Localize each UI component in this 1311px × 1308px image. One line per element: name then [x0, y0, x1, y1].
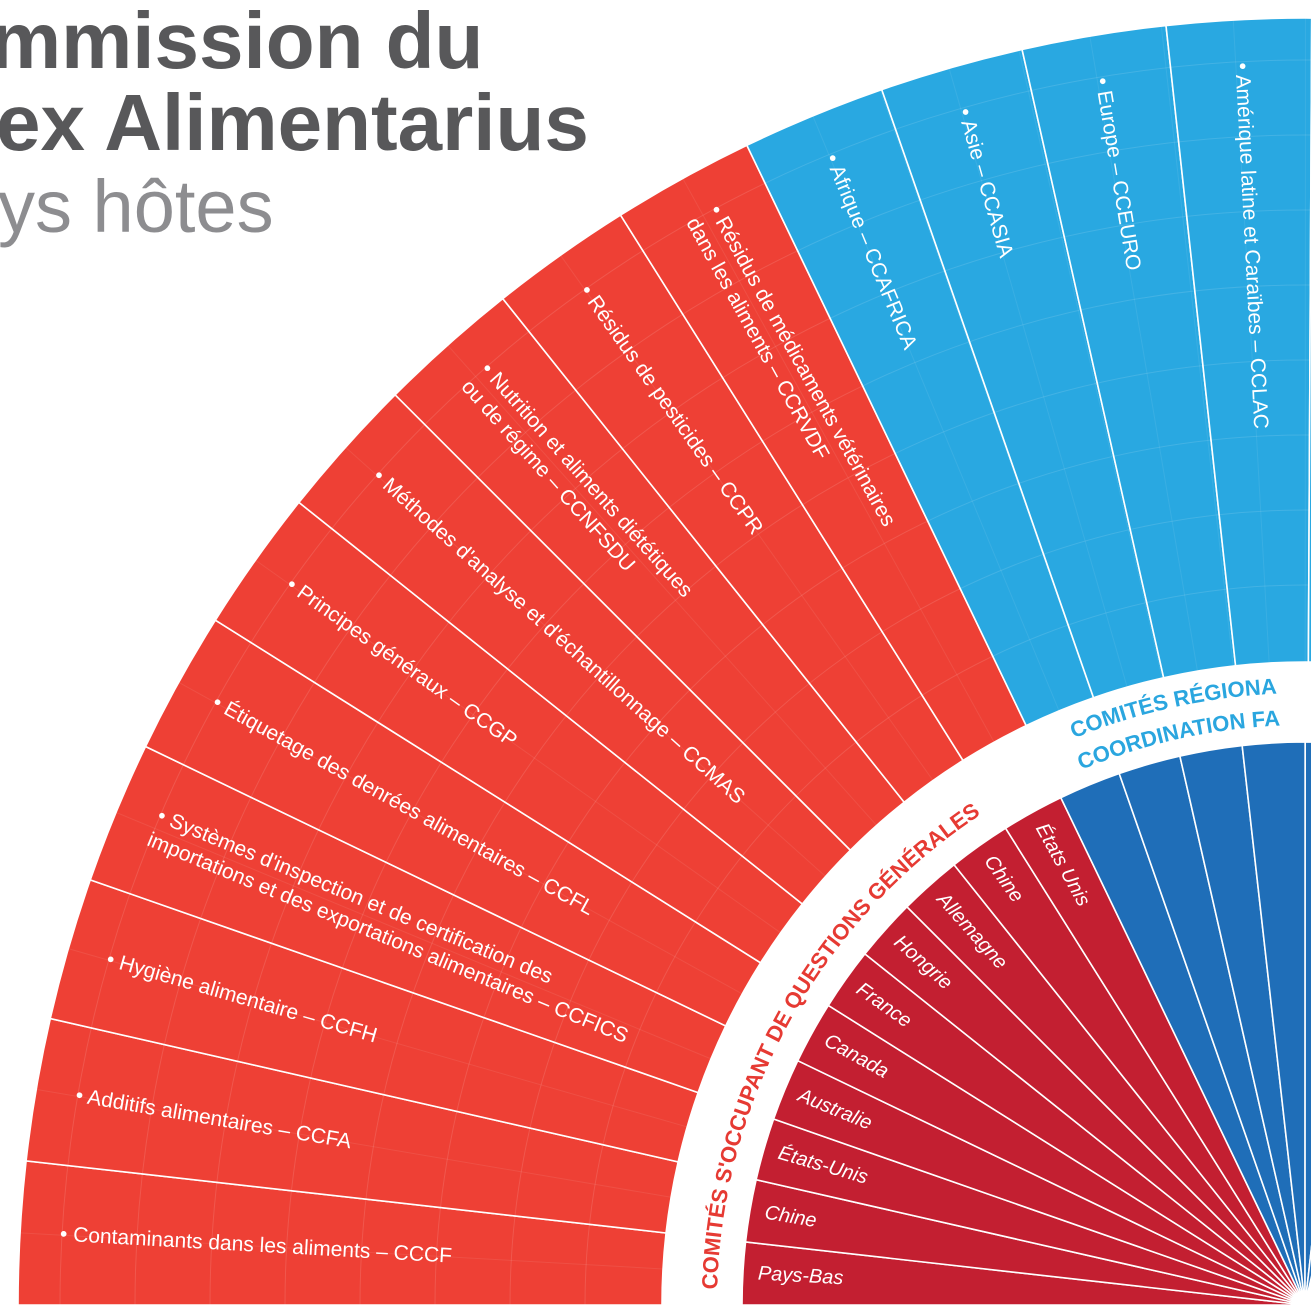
texture-arc: [134, 134, 1311, 1306]
texture-line: [879, 89, 1094, 699]
texture-line: [298, 502, 803, 905]
texture-line: [948, 68, 1128, 688]
texture-arc: [584, 584, 1309, 1306]
texture-line: [145, 746, 726, 1027]
texture-line: [115, 811, 712, 1060]
texture-line: [19, 1232, 664, 1270]
texture-line: [36, 1088, 672, 1198]
texture-line: [502, 298, 905, 803]
host-name: Pays-Bas: [757, 1263, 844, 1290]
texture-line: [560, 254, 934, 781]
texture-arc: [509, 509, 1310, 1306]
texture-line: [255, 559, 781, 934]
texture-arc: [59, 59, 1311, 1306]
texture-arc: [209, 209, 1311, 1306]
texture-arc: [284, 284, 1311, 1306]
texture-arc: [434, 434, 1310, 1306]
texture-line: [178, 681, 743, 995]
subtitle: ys hôtes: [0, 165, 274, 248]
texture-line: [1089, 36, 1198, 672]
sector: [1307, 17, 1311, 663]
texture-line: [1018, 50, 1163, 679]
texture-line: [394, 394, 851, 851]
wedges: [17, 17, 1311, 1306]
sector: [1304, 1244, 1311, 1306]
host-label: Pays-Bas: [757, 1263, 844, 1290]
texture-line: [26, 1160, 667, 1234]
texture-line: [50, 1018, 679, 1163]
texture-arc: [359, 359, 1310, 1306]
texture-line: [345, 446, 826, 877]
texture-line: [620, 214, 964, 761]
sector: [1304, 741, 1311, 1306]
texture-line: [746, 145, 1027, 726]
texture-line: [1232, 19, 1270, 664]
texture-line: [68, 948, 688, 1128]
texture-line: [215, 619, 761, 964]
texture-line: [447, 344, 878, 826]
texture-line: [682, 178, 995, 743]
texture-line: [1160, 25, 1234, 667]
texture-line: [90, 879, 699, 1094]
title-line: mmission du: [0, 0, 483, 85]
texture-line: [812, 115, 1060, 712]
title-line: ex Alimentarius: [0, 78, 589, 167]
